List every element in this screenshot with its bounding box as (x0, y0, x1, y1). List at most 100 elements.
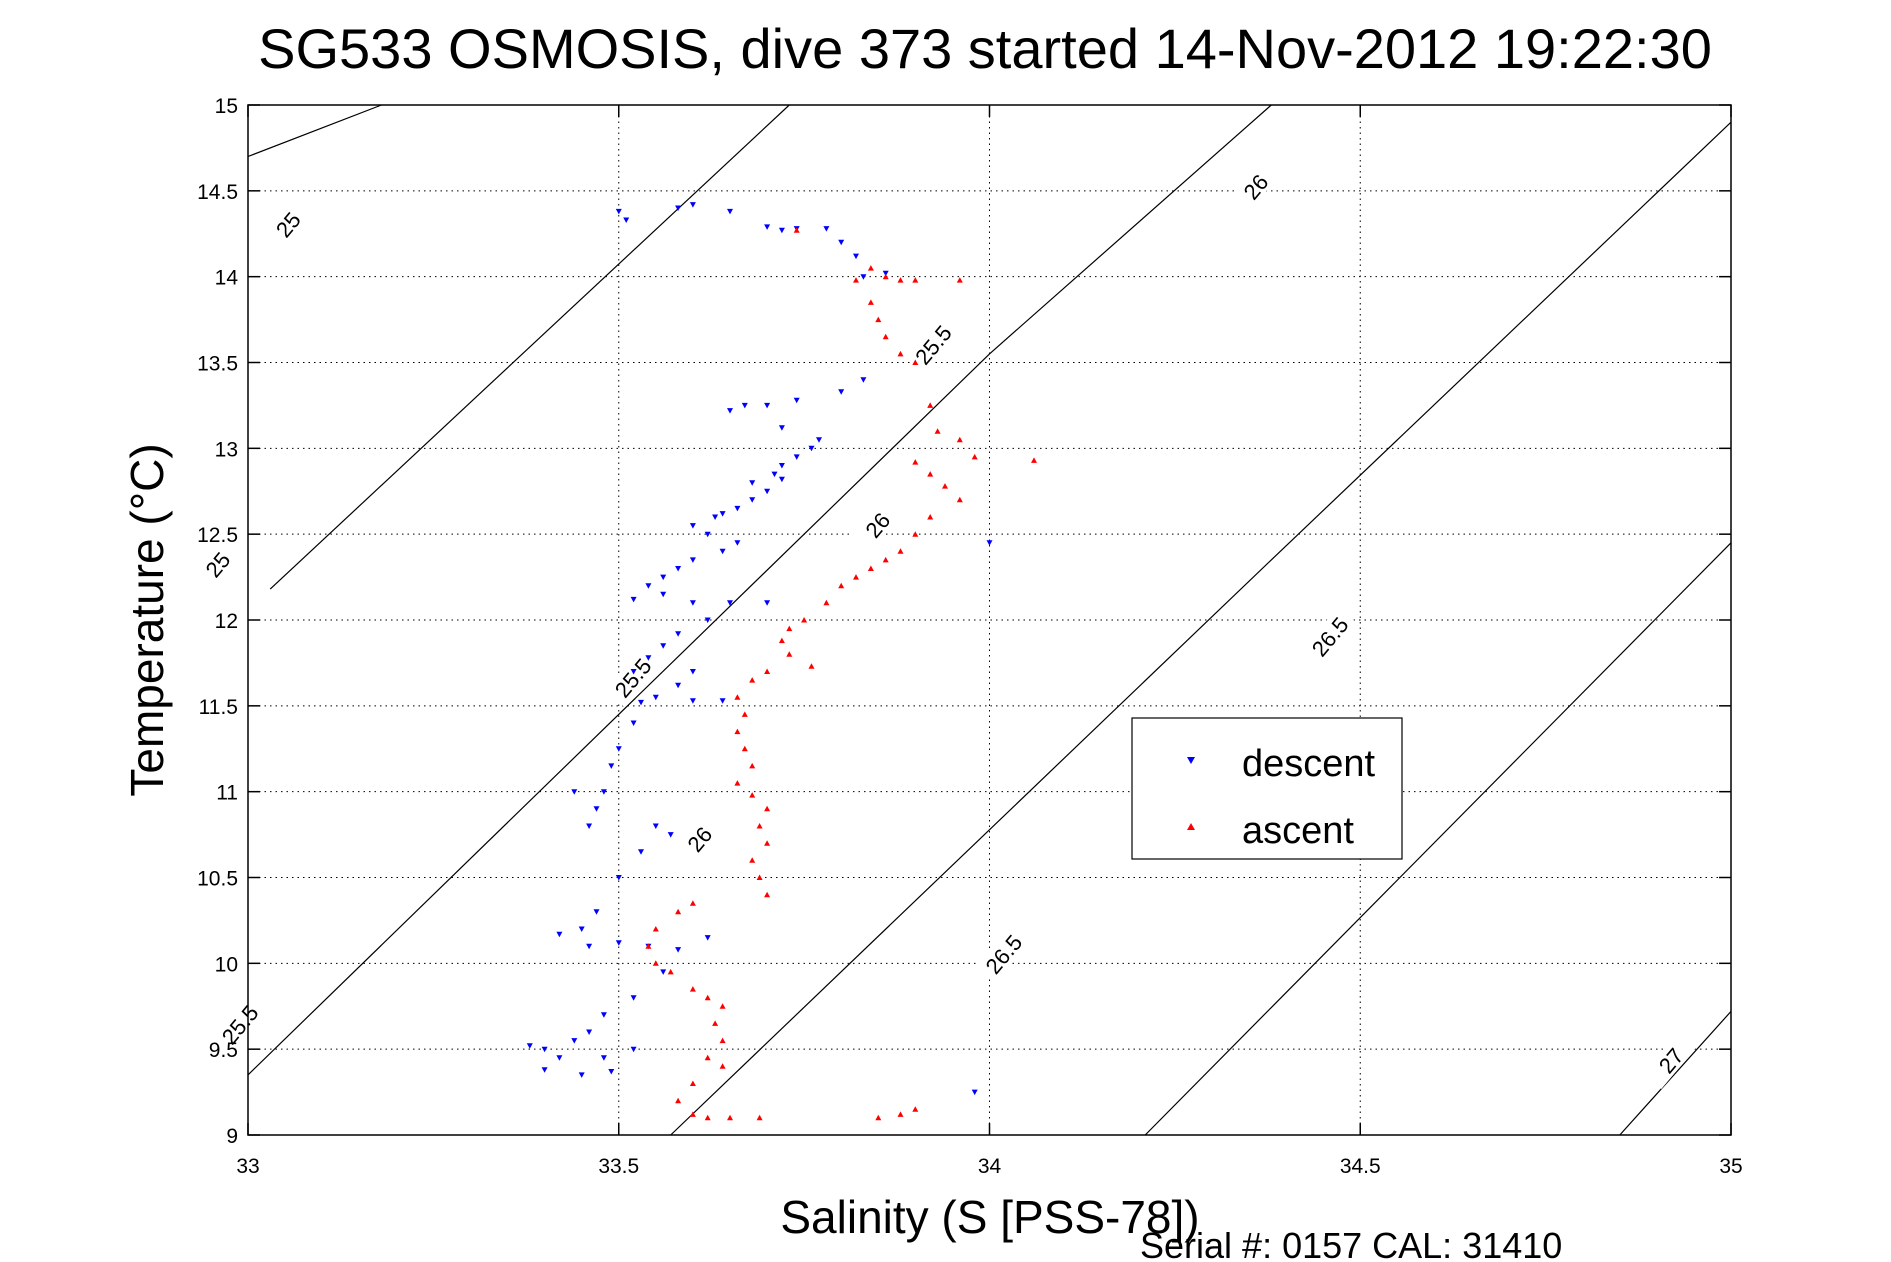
descent-point (645, 655, 652, 661)
descent-point (630, 995, 637, 1001)
descent-point (660, 643, 667, 649)
descent-point (764, 224, 771, 230)
y-tick-label: 14.5 (197, 181, 238, 204)
x-tick-label: 34 (978, 1155, 1002, 1178)
ascent-point (934, 428, 941, 434)
ascent-point (727, 1114, 733, 1121)
density-contour-line (1619, 1010, 1732, 1136)
ascent-point (853, 277, 859, 283)
descent-point (712, 514, 719, 520)
ascent-point (675, 1097, 682, 1104)
ascent-point (712, 1020, 719, 1026)
descent-point (593, 806, 600, 812)
contour-label-bg (671, 809, 726, 868)
descent-point (675, 631, 682, 637)
descent-point (689, 600, 696, 606)
y-axis-label: Temperature (°C) (121, 443, 173, 796)
descent-point (719, 548, 726, 555)
descent-point (541, 1067, 548, 1073)
descent-point (615, 208, 622, 215)
ascent-point (786, 651, 793, 657)
contour-label-bg (260, 194, 315, 254)
descent-point (808, 445, 815, 452)
descent-point (675, 566, 682, 572)
descent-point (764, 402, 771, 409)
y-tick-label: 12 (215, 610, 238, 633)
ascent-point (749, 857, 756, 863)
ascent-point (704, 1054, 711, 1061)
descent-point (556, 931, 563, 938)
contour-label-bg (1301, 606, 1357, 666)
descent-point (675, 682, 682, 689)
descent-point (630, 669, 637, 675)
descent-point (838, 239, 845, 246)
descent-point (600, 1055, 607, 1061)
x-tick-label: 35 (1719, 1155, 1742, 1178)
x-tick-label: 33 (236, 1155, 259, 1178)
ascent-point (912, 359, 919, 365)
legend-ascent-label: ascent (1242, 810, 1354, 852)
x-tick-label: 33.5 (598, 1155, 639, 1178)
descent-point (526, 1043, 533, 1049)
ascent-point (912, 459, 919, 465)
descent-point (652, 823, 659, 829)
ascent-point (942, 483, 948, 489)
ascent-point (689, 986, 696, 992)
ascent-point (749, 677, 756, 683)
ascent-point (853, 574, 859, 580)
ascent-point (756, 1114, 763, 1121)
descent-point (816, 437, 822, 443)
ascent-point (956, 496, 963, 503)
descent-point (571, 789, 578, 795)
y-tick-label: 15 (215, 95, 238, 118)
descent-point (793, 397, 800, 404)
y-tick-label: 13 (215, 438, 238, 461)
ascent-point (912, 1106, 919, 1112)
descent-point (630, 1046, 637, 1053)
descent-point (727, 600, 733, 606)
ascent-point (645, 943, 652, 949)
descent-point (615, 940, 622, 946)
descent-point (586, 1029, 593, 1035)
descent-point (882, 270, 889, 277)
density-contour-line (247, 104, 382, 158)
descent-point (638, 699, 644, 706)
ascent-point (897, 277, 904, 283)
ascent-point (927, 514, 934, 520)
descent-point (667, 832, 674, 838)
descent-point (823, 226, 830, 232)
descent-point (971, 1089, 978, 1096)
ascent-point (734, 780, 741, 786)
density-contour-line (670, 121, 1732, 1136)
ascent-point (956, 436, 963, 443)
descent-point (623, 217, 630, 223)
descent-point (689, 202, 696, 208)
y-tick-label: 10.5 (197, 868, 238, 891)
grid (248, 105, 1731, 1135)
ascent-point (764, 668, 771, 674)
descent-point (608, 763, 615, 769)
ascent-point (793, 227, 800, 233)
ascent-point (749, 762, 756, 769)
descent-point (778, 227, 785, 234)
x-tick-label: 34.5 (1340, 1155, 1381, 1178)
ascent-point (1031, 457, 1037, 463)
contour-label-bg (211, 994, 267, 1054)
ascent-point (875, 316, 882, 323)
ascent-point (867, 265, 874, 271)
ascent-point (719, 1063, 726, 1069)
contour-label-bg (1642, 1030, 1698, 1090)
ascent-point (689, 1111, 696, 1117)
descent-point (571, 1038, 578, 1044)
y-tick-label: 14 (215, 267, 239, 290)
legend: descent ascent (1131, 717, 1403, 860)
ascent-point (756, 874, 763, 880)
data-points (526, 202, 1037, 1121)
descent-point (734, 540, 741, 546)
descent-point (764, 600, 771, 606)
ascent-point (786, 625, 793, 632)
ascent-point (719, 1003, 726, 1009)
ascent-point (764, 891, 771, 898)
legend-box (1131, 717, 1403, 860)
descent-point (600, 1012, 607, 1018)
